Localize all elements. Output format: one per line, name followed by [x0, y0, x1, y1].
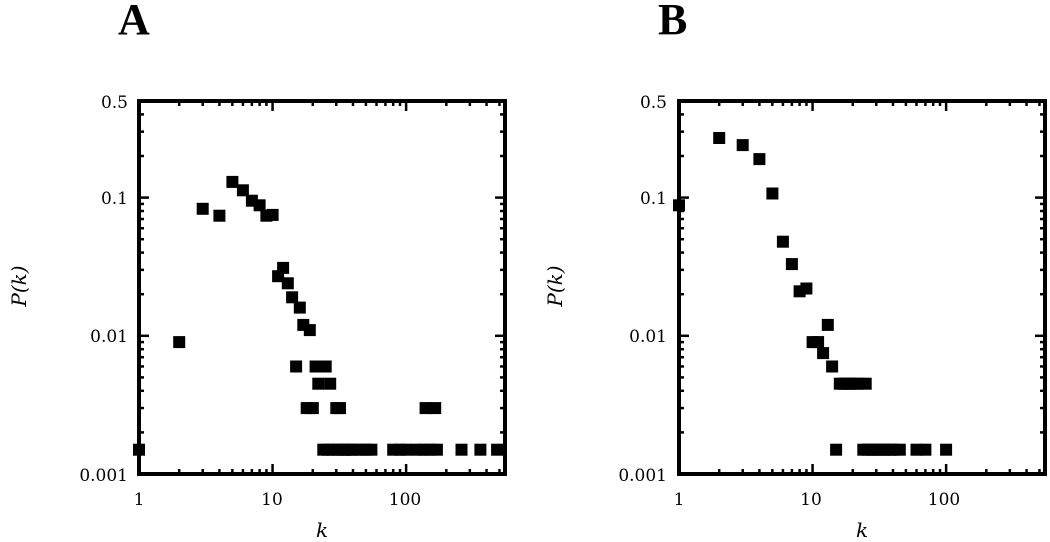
- panel-b-data-point: [826, 360, 839, 373]
- panel-b-x-tick-label: 10: [800, 490, 822, 510]
- panel-b-data-point: [821, 318, 834, 331]
- panel-b-data-point: [893, 443, 906, 456]
- panel-a-x-tick-label: 1: [134, 490, 145, 510]
- panel-a-x-tick-label: 100: [389, 490, 421, 510]
- panel-a-y-tick-label: 0.1: [101, 189, 128, 209]
- panel-a-data-point: [474, 443, 487, 456]
- panel-b-plot-area: [673, 99, 1047, 476]
- panel-a-data-point: [293, 301, 306, 314]
- panel-b-data-point: [812, 336, 825, 349]
- panel-a-data-point: [253, 199, 266, 212]
- panel-a-data-point: [312, 377, 325, 390]
- panel-a-data-point: [277, 261, 290, 274]
- panel-b-data-point: [800, 282, 813, 295]
- panel-b-data-point: [713, 132, 726, 144]
- panel-a-data-point: [324, 377, 337, 390]
- panel-a-data-point: [286, 291, 299, 304]
- panel-b-axes-frame: [677, 99, 1047, 476]
- panel-a-data-point: [173, 336, 186, 349]
- panel-a-data-point: [334, 402, 346, 415]
- panel-b: B P(k) k 0.5 0.1 0.01 0.001 1 10 100: [543, 0, 1047, 542]
- panel-a: A P(k) k 0.5 0.1 0.01 0.001 1 10 100: [7, 0, 507, 542]
- panel-a-data-point: [306, 402, 319, 415]
- panel-b-data-point: [940, 443, 953, 456]
- panel-a-y-tick-label: 0.5: [101, 93, 128, 113]
- panel-a-data-point: [419, 402, 432, 415]
- panel-b-y-tick-label: 0.01: [629, 327, 667, 347]
- panel-a-plot-area: [133, 99, 507, 476]
- panel-a-data-point: [266, 208, 279, 221]
- panel-b-data-point: [753, 153, 766, 166]
- panel-b-data-point: [919, 443, 932, 456]
- panel-b-data-point: [766, 187, 779, 200]
- panel-a-data-point: [133, 443, 145, 456]
- panel-b-y-tick-label: 0.001: [618, 466, 667, 486]
- panel-b-label: B: [658, 0, 687, 44]
- panel-b-x-axis-title: k: [856, 518, 868, 542]
- panel-a-y-tick-label: 0.01: [90, 327, 128, 347]
- panel-a-x-tick-label: 10: [261, 490, 283, 510]
- panel-a-label: A: [118, 0, 150, 44]
- panel-a-y-tick-label: 0.001: [79, 466, 128, 486]
- panel-b-data-point: [776, 235, 789, 248]
- panel-b-data-point: [859, 377, 872, 390]
- panel-a-data-point: [319, 360, 332, 373]
- panel-b-x-tick-label: 1: [674, 490, 685, 510]
- panel-a-data-point: [236, 184, 249, 197]
- panel-a-data-point: [290, 360, 303, 373]
- panel-b-y-tick-label: 0.5: [640, 93, 667, 113]
- panel-a-x-axis-title: k: [316, 518, 328, 542]
- panel-b-y-axis-title: P(k): [543, 265, 567, 307]
- panel-b-x-tick-label: 100: [928, 490, 960, 510]
- panel-b-data-point: [785, 258, 798, 271]
- panel-b-data-point: [673, 199, 685, 212]
- panel-a-data-point: [281, 277, 294, 290]
- panel-a-data-point: [213, 209, 226, 222]
- panel-a-data-point: [429, 402, 442, 415]
- panel-a-data-point: [430, 443, 443, 456]
- panel-b-data-point: [817, 347, 830, 360]
- panel-b-y-tick-label: 0.1: [640, 189, 667, 209]
- panel-a-data-point: [196, 202, 209, 215]
- panel-a-data-point: [226, 175, 239, 188]
- panel-b-data-point: [736, 139, 749, 152]
- panel-a-data-point: [303, 324, 316, 337]
- panel-a-data-point: [365, 443, 378, 456]
- panel-a-y-axis-title: P(k): [7, 265, 31, 307]
- panel-a-axes-frame: [137, 99, 507, 476]
- panel-b-data-point: [830, 443, 843, 456]
- panel-a-data-point: [400, 443, 413, 456]
- panel-a-data-point: [491, 443, 504, 456]
- panel-a-data-point: [455, 443, 468, 456]
